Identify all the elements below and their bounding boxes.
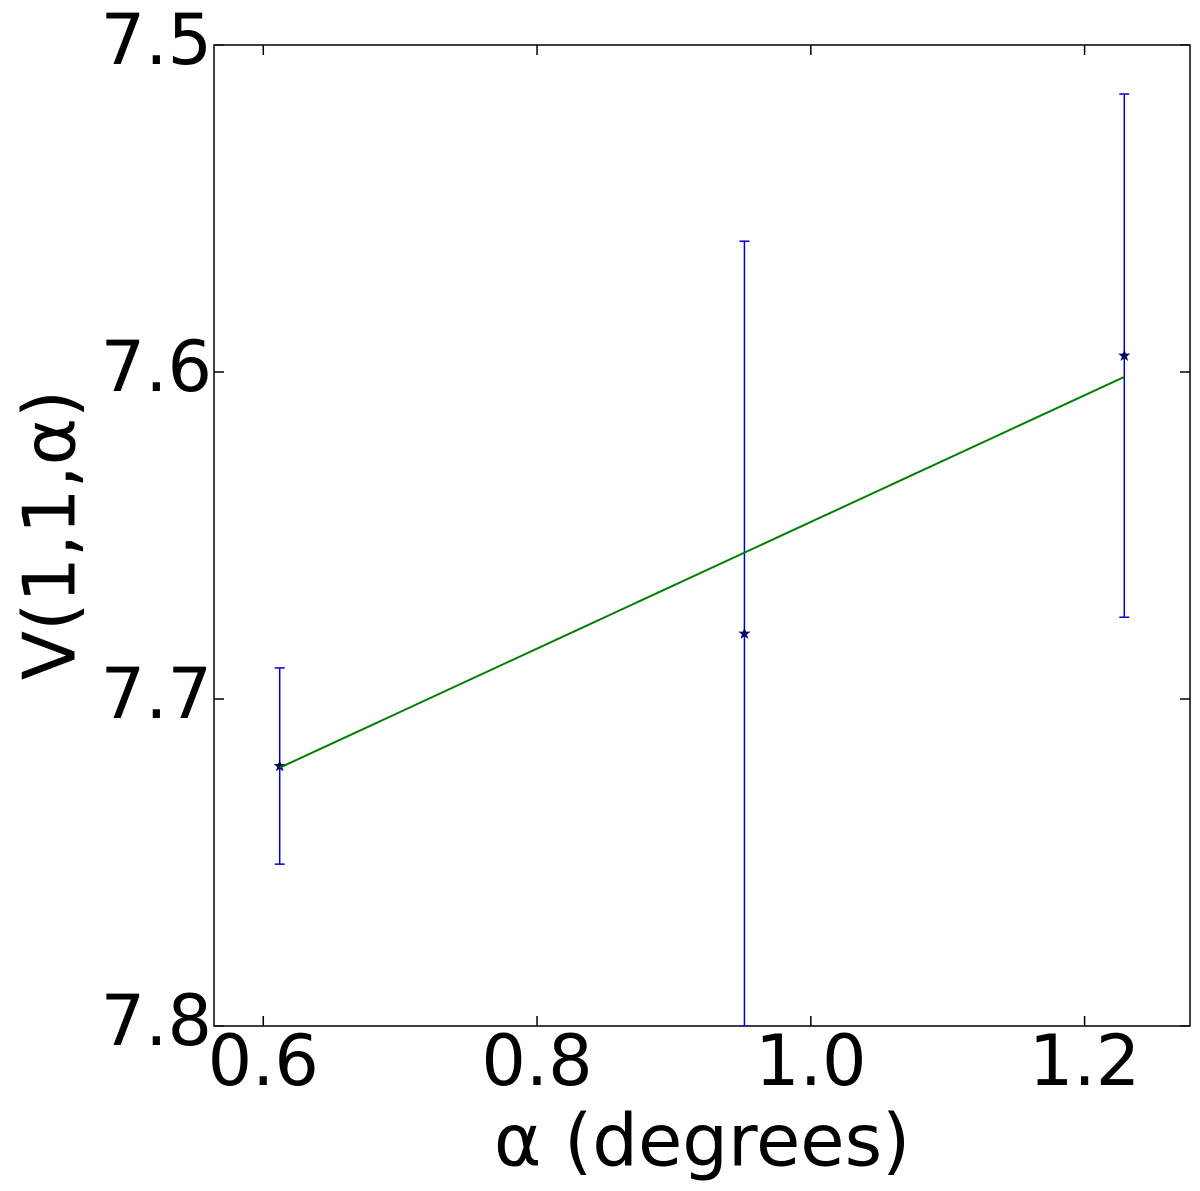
y-axis-label: V(1,1,α) [8,390,92,680]
fit-line [279,375,1125,769]
plot-frame [213,44,1191,1027]
x-axis-label: α (degrees) [494,1099,910,1183]
x-tick-label: 0.8 [481,1020,592,1102]
x-tick-label: 1.2 [1029,1020,1140,1102]
y-tick-label: 7.6 [101,326,212,408]
plot-area [273,93,1131,1026]
x-tick-label: 1.0 [755,1020,866,1102]
point-marker [273,759,286,772]
x-tick-label: 0.6 [208,1020,319,1102]
point-marker [1118,349,1131,361]
y-tick-label: 7.7 [101,653,212,735]
point-marker [738,627,751,639]
y-tick-label: 7.8 [101,980,212,1062]
y-tick-label: 7.5 [101,0,212,81]
